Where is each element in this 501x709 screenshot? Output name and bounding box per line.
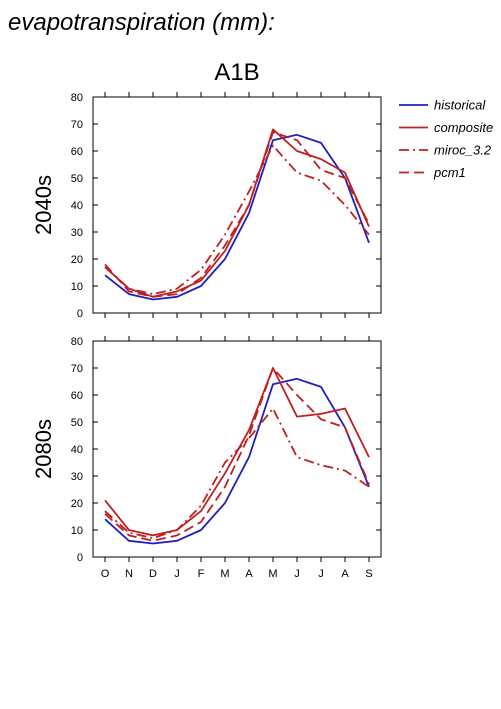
x-tick-label: J [318, 568, 324, 580]
figure-title: evapotranspiration (mm): [8, 9, 275, 36]
x-tick-label: J [174, 568, 180, 580]
y-tick-label: 30 [71, 471, 83, 483]
series-line-miroc-3-2 [104, 144, 370, 296]
series-line-pcm1 [104, 131, 370, 298]
x-tick-label: S [365, 568, 372, 580]
y-tick-label: 60 [71, 390, 83, 402]
y-tick-label: 40 [71, 200, 83, 212]
x-tick-label: D [149, 568, 157, 580]
x-tick-label: M [268, 568, 277, 580]
legend: historical composite miroc_3.2 pcm1 [399, 98, 493, 180]
series-line-composite [104, 128, 370, 298]
y-tick-label: 80 [71, 92, 83, 104]
series-line-miroc-3-2 [104, 407, 370, 539]
x-tick-label: O [101, 568, 110, 580]
y-tick-label: 20 [71, 498, 83, 510]
y-tick-label: 0 [77, 552, 83, 564]
y-tick-label: 70 [71, 119, 83, 131]
y-tick-label: 50 [71, 417, 83, 429]
series-line-composite [104, 367, 370, 537]
plot-frame [92, 340, 382, 558]
legend-label: composite [434, 120, 493, 135]
scenario-label: A1B [214, 59, 259, 86]
y-tick-label: 60 [71, 146, 83, 158]
y-tick-label: 0 [77, 308, 83, 320]
plot-frame [92, 96, 382, 314]
legend-label: historical [434, 98, 486, 113]
series-line-pcm1 [104, 367, 370, 542]
panel-2040s: 2040s 0 10 20 30 40 50 60 70 80 [31, 92, 382, 320]
y-tick-label: 20 [71, 254, 83, 266]
series-line-historical [104, 133, 370, 301]
panel-label-2080s: 2080s [31, 419, 56, 479]
x-tick-label: A [341, 568, 349, 580]
y-tick-label: 80 [71, 336, 83, 348]
panel-label-2040s: 2040s [31, 175, 56, 235]
x-tick-label: M [220, 568, 229, 580]
x-tick-label: F [198, 568, 205, 580]
y-tick-label: 10 [71, 525, 83, 537]
y-tick-label: 40 [71, 444, 83, 456]
x-tick-label: A [245, 568, 253, 580]
y-tick-label: 70 [71, 363, 83, 375]
y-tick-label: 30 [71, 227, 83, 239]
x-tick-label: N [125, 568, 133, 580]
legend-label: miroc_3.2 [434, 143, 492, 158]
legend-label: pcm1 [433, 165, 466, 180]
x-tick-label: J [294, 568, 300, 580]
y-tick-label: 10 [71, 281, 83, 293]
y-tick-label: 50 [71, 173, 83, 185]
panel-2080s: 2080s 0 10 20 30 40 50 60 70 80 O N D J F M A M J J A S [31, 336, 382, 580]
series-line-historical [104, 377, 370, 545]
